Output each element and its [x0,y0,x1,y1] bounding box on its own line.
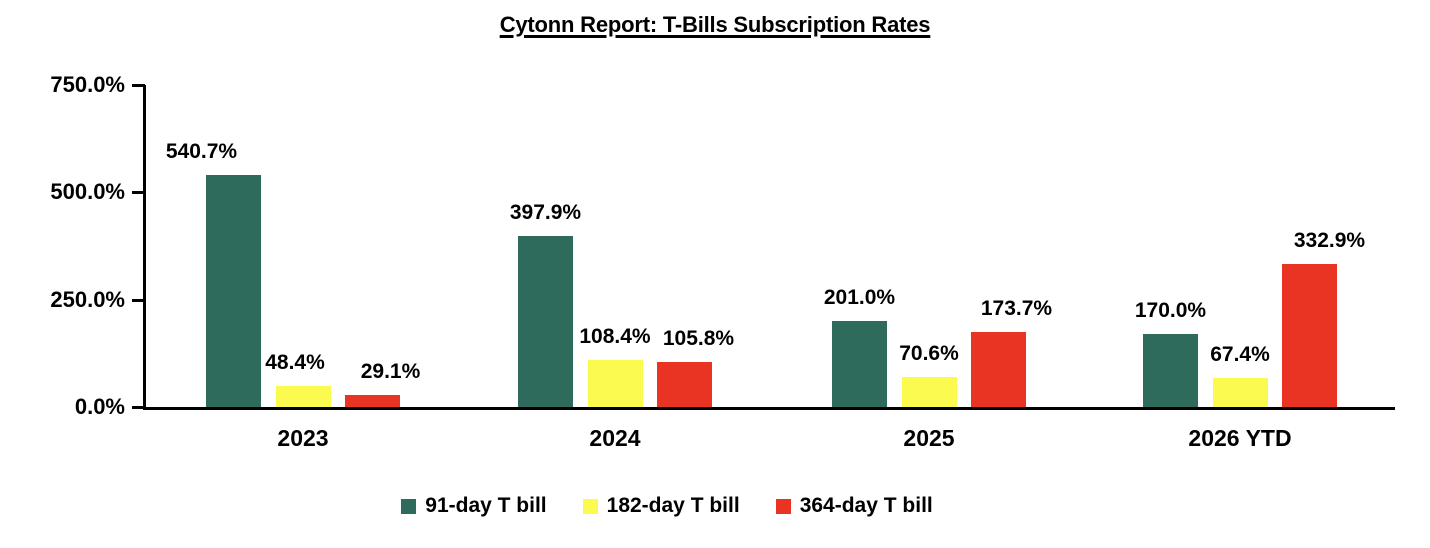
y-axis-line [143,85,146,410]
bar-data-label: 201.0% [823,285,896,309]
y-axis-tick-label: 0.0% [74,394,125,419]
bar-182-day-t-bill-2023 [275,386,331,407]
bar-182-day-t-bill-2026-ytd [1212,378,1268,407]
bar-data-label: 29.1% [360,359,421,383]
x-axis-line [143,407,1395,410]
bar-182-day-t-bill-2024 [587,360,643,407]
legend-swatch [582,498,598,514]
y-axis-tick [132,298,145,302]
x-category-label: 2026 YTD [1188,425,1292,451]
bar-data-label: 397.9% [509,201,582,225]
bar-364-day-t-bill-2023 [345,394,400,407]
legend-label: 182-day T bill [606,494,740,517]
x-category-label: 2025 [903,425,955,451]
bar-data-label: 170.0% [1134,299,1207,322]
y-axis-tick [132,191,145,195]
legend-item: 91-day T bill [401,494,547,518]
bar-data-label: 67.4% [1210,343,1270,367]
bar-91-day-t-bill-2024 [518,236,573,407]
bar-data-label: 70.6% [899,341,959,365]
legend-swatch [775,498,791,514]
bar-data-label: 540.7% [165,139,238,163]
y-axis-tick-label: 750.0% [50,72,125,97]
bar-91-day-t-bill-2023 [206,174,261,407]
bar-182-day-t-bill-2025 [901,376,957,407]
bar-data-label: 332.9% [1293,229,1366,253]
bar-364-day-t-bill-2025 [971,332,1026,407]
y-axis-tick-label: 500.0% [50,179,125,205]
legend: 91-day T bill 182-day T bill 364-day T bil… [0,494,1382,518]
legend-item: 182-day T bill [582,494,740,518]
x-category-label: 2023 [277,425,329,451]
y-axis-tick [132,406,145,409]
bar-364-day-t-bill-2026-ytd [1282,264,1337,407]
bar-91-day-t-bill-2026-ytd [1143,334,1198,407]
legend-item: 364-day T bill [775,494,933,518]
x-category-label: 2024 [589,425,641,451]
bar-91-day-t-bill-2025 [832,320,887,407]
legend-label: 364-day T bill [799,494,933,517]
y-axis-tick [132,84,145,87]
bar-data-label: 108.4% [579,325,651,349]
bar-364-day-t-bill-2024 [657,361,712,407]
legend-swatch [401,498,417,514]
chart-title: Cytonn Report: T-Bills Subscription Rate… [499,12,931,37]
bar-data-label: 48.4% [265,351,325,375]
bar-data-label: 173.7% [980,297,1053,321]
y-axis-tick-label: 250.0% [50,286,125,312]
legend-label: 91-day T bill [425,494,547,517]
bar-data-label: 105.8% [662,326,735,350]
